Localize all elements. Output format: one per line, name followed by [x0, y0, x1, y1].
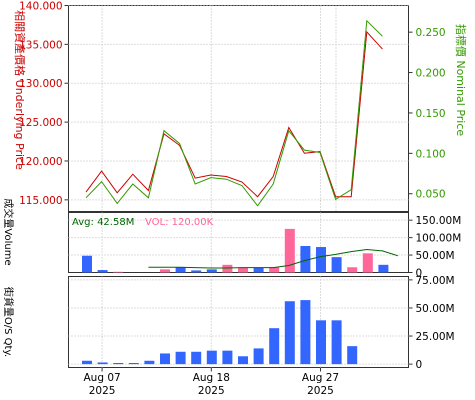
volume-bar — [222, 264, 233, 273]
os-qty-bar — [222, 350, 233, 365]
y-left-tick-label: 135.000 — [19, 39, 62, 51]
os-qty-tick-label: 75.00M — [416, 275, 455, 287]
volume-bar — [253, 267, 264, 273]
os-qty-axis-title: 街貨量O/S Qty. — [2, 287, 15, 357]
x-tick-label: Aug 18 — [193, 372, 230, 384]
os-qty-bar — [300, 300, 311, 365]
y-right-tick-label: 0.050 — [416, 189, 446, 201]
volume-bar — [316, 247, 326, 273]
volume-bar — [82, 255, 92, 273]
os-qty-bar — [160, 353, 170, 365]
volume-bar — [238, 267, 248, 273]
os-qty-bars — [82, 300, 358, 365]
y-left-tick-label: 120.000 — [19, 156, 62, 168]
y-right-tick-label: 0.150 — [416, 108, 446, 120]
y-left-tick-label: 140.000 — [19, 1, 62, 13]
os-qty-bar — [206, 350, 217, 365]
grid-lines — [68, 5, 409, 368]
volume-bar — [269, 267, 280, 273]
os-qty-bar — [191, 351, 202, 365]
volume-bar — [362, 253, 373, 273]
os-qty-tick-label: 50.00M — [416, 303, 455, 315]
os-qty-bar — [238, 356, 248, 365]
volume-axis-title: 成交量Volume — [2, 198, 15, 265]
y-left-tick-label: 115.000 — [19, 195, 62, 207]
underlying-price-axis-title: 相關資產價格 Underlying Price — [13, 10, 27, 170]
volume-vol-annotation: VOL: 120.00K — [145, 217, 214, 228]
volume-tick-label: 150.00M — [416, 215, 462, 227]
x-tick-year-label: 2025 — [307, 385, 334, 397]
volume-tick-label: 0 — [416, 268, 423, 280]
os-qty-bar — [347, 346, 358, 365]
volume-bar — [347, 267, 358, 273]
os-qty-panel-frame — [68, 276, 409, 368]
volume-tick-label: 100.00M — [416, 233, 462, 245]
volume-bar — [97, 270, 108, 273]
volume-avg-annotation: Avg: 42.58M — [72, 217, 134, 228]
os-qty-bar — [113, 363, 124, 365]
volume-bar — [160, 269, 170, 273]
x-tick-label: Aug 27 — [302, 372, 339, 384]
volume-bars — [82, 228, 399, 273]
volume-bar — [300, 245, 311, 273]
os-qty-bar — [97, 362, 108, 365]
x-tick-year-label: 2025 — [198, 385, 225, 397]
tick-labels: 115.000 120.000 125.000 130.000 135.000 140.0… — [19, 1, 461, 398]
os-qty-bar — [144, 360, 155, 365]
nominal-price-axis-title: 指標價 Nominal Price — [454, 24, 468, 137]
os-qty-tick-label: 25.00M — [416, 331, 455, 343]
y-left-tick-label: 125.000 — [19, 117, 62, 129]
volume-bar — [206, 269, 217, 273]
os-qty-bar — [284, 301, 295, 365]
x-tick-label: Aug 07 — [83, 372, 120, 384]
os-qty-bar — [128, 363, 139, 365]
volume-tick-label: 50.00M — [416, 250, 455, 262]
volume-bar — [113, 271, 124, 273]
volume-bar — [284, 228, 295, 273]
y-right-tick-label: 0.250 — [416, 27, 446, 39]
volume-average-line — [148, 248, 399, 269]
y-left-tick-label: 130.000 — [19, 78, 62, 90]
volume-bar — [191, 270, 202, 273]
price-lines — [85, 19, 383, 207]
os-qty-bar — [331, 320, 342, 365]
os-qty-bar — [82, 360, 92, 365]
volume-bar — [175, 267, 186, 273]
os-qty-bar — [253, 348, 264, 365]
y-right-tick-label: 0.100 — [416, 148, 446, 160]
os-qty-tick-label: 0 — [416, 359, 423, 371]
os-qty-bar — [269, 328, 280, 365]
volume-bar — [331, 257, 342, 273]
volume-bar — [378, 264, 389, 273]
nominal-price-line — [85, 19, 383, 207]
os-qty-bar — [175, 351, 186, 365]
price-panel-frame — [68, 5, 409, 212]
underlying-price-line — [85, 30, 383, 198]
x-tick-year-label: 2025 — [89, 385, 116, 397]
os-qty-bar — [316, 320, 326, 365]
y-right-tick-label: 0.200 — [416, 68, 446, 80]
